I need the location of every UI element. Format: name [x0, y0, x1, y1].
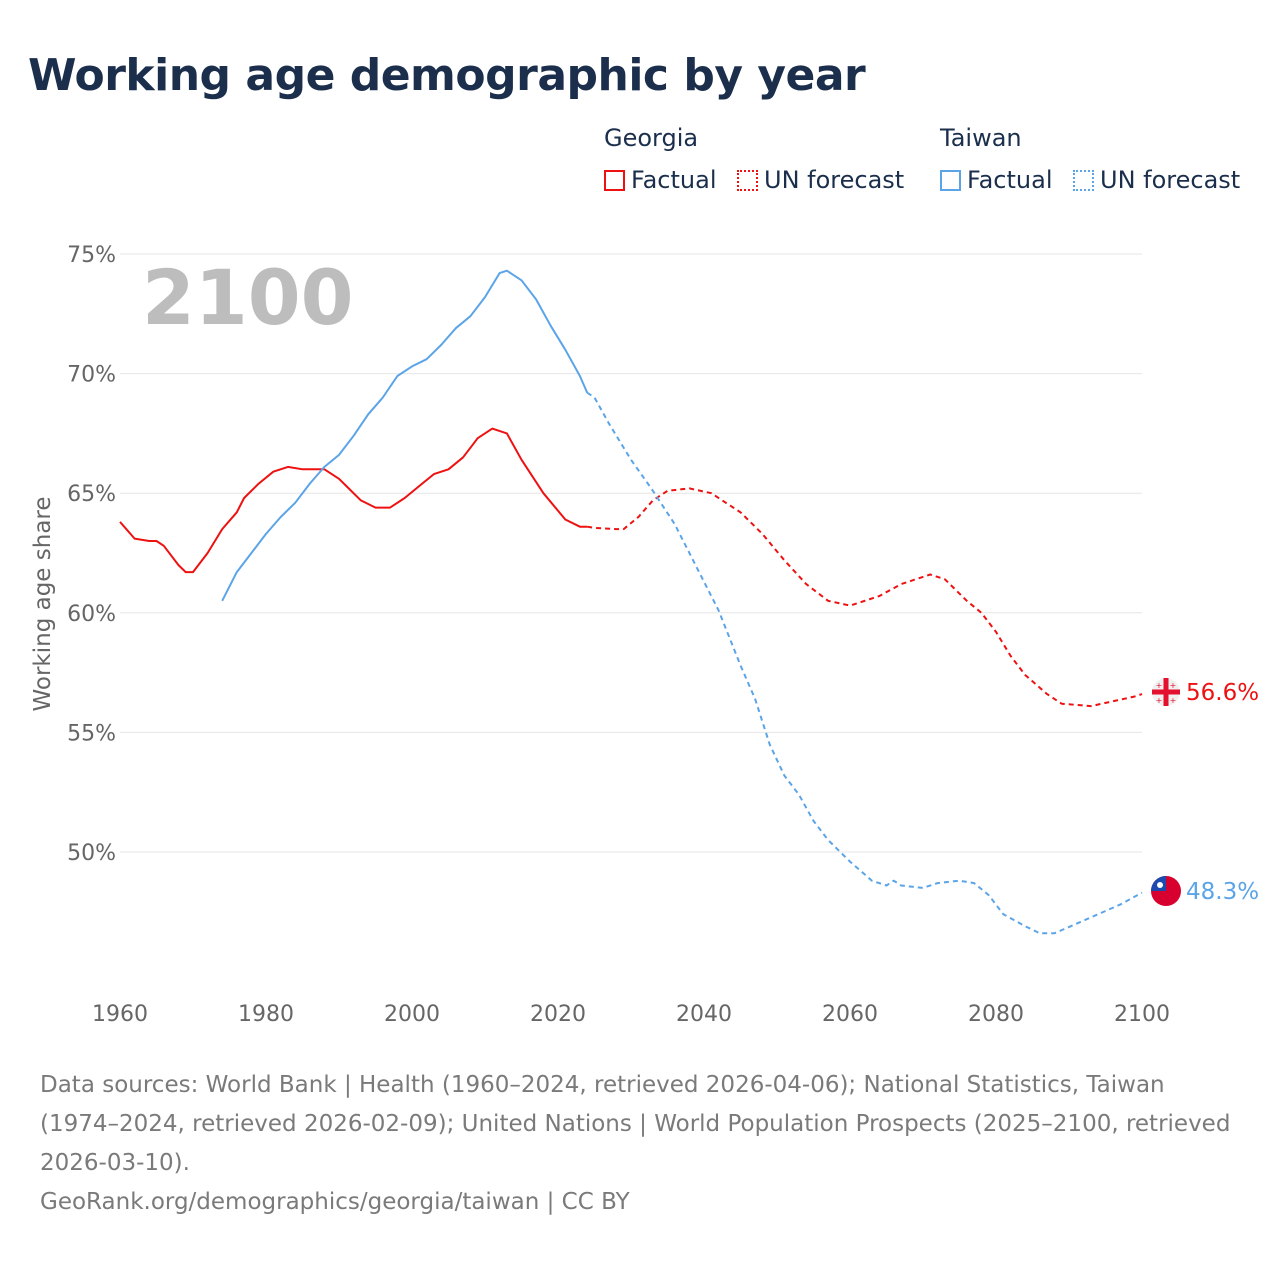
legend-label: UN forecast	[764, 166, 905, 194]
y-tick-label: 55%	[67, 721, 116, 746]
legend-georgia-factual[interactable]: Factual	[604, 166, 717, 194]
x-tick-label: 2000	[384, 1002, 440, 1027]
y-tick-label: 60%	[67, 602, 116, 627]
legend-label: Factual	[631, 166, 717, 194]
line-chart: 75% 70% 65% 60% 55% 50% 1960 1980 2000 2020 2040 20…	[30, 243, 1259, 1027]
legend-taiwan-factual[interactable]: Factual	[940, 166, 1053, 194]
x-tick-label: 1980	[238, 1002, 294, 1027]
legend-label: Factual	[967, 166, 1053, 194]
legend-taiwan-forecast[interactable]: UN forecast	[1073, 166, 1240, 194]
series-line-taiwan-un-forecast[interactable]	[586, 391, 1143, 935]
y-axis-label: Working age share	[30, 496, 56, 711]
x-tick-label: 2040	[676, 1002, 732, 1027]
x-tick-label: 2020	[530, 1002, 586, 1027]
x-tick-label: 2060	[822, 1002, 878, 1027]
y-tick-label: 75%	[67, 243, 116, 268]
svg-text:+: +	[1156, 681, 1163, 690]
svg-text:+: +	[1156, 696, 1163, 705]
footer: Data sources: World Bank | Health (1960–…	[40, 1066, 1240, 1222]
legend-georgia-forecast[interactable]: UN forecast	[737, 166, 904, 194]
y-tick-label: 50%	[67, 841, 116, 866]
series-line-georgia-un-forecast[interactable]	[587, 487, 1143, 708]
year-label: 2100	[142, 253, 354, 342]
series-line-taiwan-factual[interactable]	[221, 269, 589, 602]
legend-group-taiwan: Taiwan	[940, 124, 1022, 152]
georgia-end-label: 56.6%	[1186, 680, 1259, 706]
series-line-georgia-factual[interactable]	[119, 427, 588, 574]
x-tick-label: 2080	[968, 1002, 1024, 1027]
legend-swatch-dotted	[1073, 169, 1094, 191]
legend-group-georgia: Georgia	[604, 124, 699, 152]
data-sources: Data sources: World Bank | Health (1960–…	[40, 1072, 1231, 1176]
page-title: Working age demographic by year	[28, 50, 866, 101]
legend-label: UN forecast	[1100, 166, 1241, 194]
legend-swatch-dotted	[737, 169, 758, 191]
y-tick-label: 70%	[67, 363, 116, 388]
taiwan-flag-icon	[1151, 876, 1181, 906]
svg-text:+: +	[1170, 681, 1177, 690]
x-tick-label: 1960	[92, 1002, 148, 1027]
legend-swatch-solid	[940, 169, 961, 191]
taiwan-end-label: 48.3%	[1186, 879, 1259, 905]
x-tick-label: 2100	[1114, 1002, 1170, 1027]
svg-text:+: +	[1170, 696, 1177, 705]
legend-swatch-solid	[604, 169, 625, 191]
georgia-flag-icon: + + + +	[1152, 678, 1180, 706]
credit-link[interactable]: GeoRank.org/demographics/georgia/taiwan …	[40, 1189, 630, 1215]
y-tick-label: 65%	[67, 482, 116, 507]
